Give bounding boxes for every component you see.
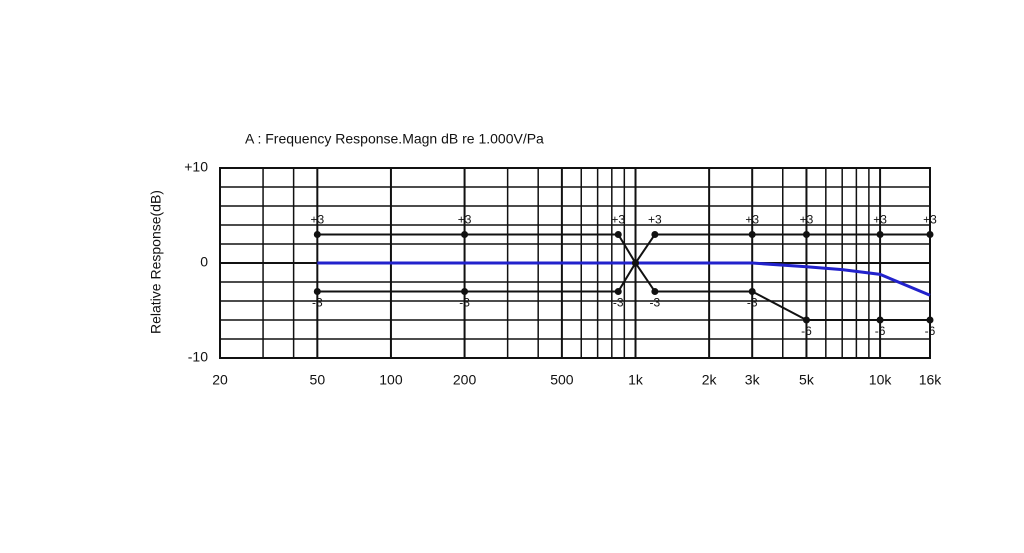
point <box>614 231 622 238</box>
plot-frame <box>219 167 931 359</box>
point <box>651 288 659 295</box>
x-tick-label: 2k <box>702 372 718 388</box>
x-tick-label: 20 <box>212 372 228 388</box>
value-label: -3 <box>613 296 624 310</box>
value-label: -3 <box>459 296 470 310</box>
point <box>926 231 934 238</box>
point <box>461 288 469 295</box>
value-label: +3 <box>611 213 625 227</box>
point <box>876 231 884 238</box>
x-tick-label: 500 <box>550 372 574 388</box>
point <box>651 231 659 238</box>
y-axis-label: Relative Response(dB) <box>148 190 164 334</box>
y-tick-label: +10 <box>184 159 208 175</box>
value-label: -3 <box>312 296 323 310</box>
point <box>802 231 810 238</box>
x-tick-label: 100 <box>379 372 403 388</box>
value-label: -6 <box>875 324 886 338</box>
value-label: -6 <box>925 324 936 338</box>
x-tick-label: 50 <box>310 372 326 388</box>
value-label: +3 <box>800 213 814 227</box>
x-tick-label: 16k <box>919 372 943 388</box>
point <box>632 259 640 267</box>
y-tick-label: 0 <box>200 254 208 270</box>
point <box>313 288 321 295</box>
y-tick-label: -10 <box>188 349 208 365</box>
value-label: +3 <box>923 213 937 227</box>
x-tick-label: 3k <box>745 372 761 388</box>
chart-title: A : Frequency Response.Magn dB re 1.000V… <box>245 131 544 147</box>
x-tick-label: 10k <box>869 372 893 388</box>
value-label: -3 <box>747 296 758 310</box>
x-tick-label: 200 <box>453 372 477 388</box>
point <box>802 316 810 324</box>
point <box>876 316 884 324</box>
point <box>926 316 934 324</box>
value-label: -3 <box>650 296 661 310</box>
value-label: +3 <box>873 213 887 227</box>
point <box>461 231 469 238</box>
value-label: +3 <box>648 213 662 227</box>
x-tick-label: 5k <box>799 372 815 388</box>
series-line <box>317 261 931 297</box>
x-tick-label: 1k <box>628 372 644 388</box>
value-label: -6 <box>801 324 812 338</box>
point <box>313 231 321 238</box>
point <box>614 288 622 295</box>
point <box>748 288 756 295</box>
point <box>748 231 756 238</box>
value-label: +3 <box>745 213 759 227</box>
value-label: +3 <box>310 213 324 227</box>
value-label: +3 <box>458 213 472 227</box>
